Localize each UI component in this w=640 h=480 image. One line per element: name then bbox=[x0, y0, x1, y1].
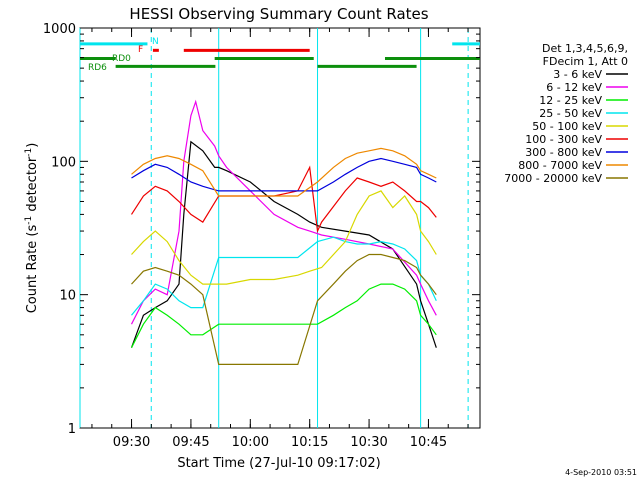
x-tick-label-5: 10:45 bbox=[410, 435, 447, 450]
legend: Det 1,3,4,5,6,9,FDecim 1, Att 03 - 6 keV… bbox=[504, 42, 628, 185]
legend-label-5: 100 - 300 keV bbox=[525, 133, 602, 146]
y-tick-label-0: 1 bbox=[68, 422, 76, 437]
vertical-markers bbox=[79, 28, 469, 428]
x-tick-label-2: 10:00 bbox=[232, 435, 269, 450]
series-line-0 bbox=[130, 140, 437, 348]
x-tick-label-1: 09:45 bbox=[172, 435, 209, 450]
flag-label-f: F bbox=[138, 45, 143, 55]
series-line-8 bbox=[131, 253, 437, 365]
x-tick-label-0: 09:30 bbox=[113, 435, 150, 450]
series-line-2 bbox=[130, 283, 437, 348]
axes: 1 10 100 1000 09:30 09:45 10:00 10:15 10:30 10:45 bbox=[43, 22, 480, 450]
legend-label-6: 300 - 800 keV bbox=[525, 146, 602, 159]
legend-label-2: 12 - 25 keV bbox=[539, 94, 602, 107]
legend-label-0: 3 - 6 keV bbox=[553, 68, 602, 81]
flag-label-rd6: RD6 bbox=[88, 63, 107, 73]
legend-label-3: 25 - 50 keV bbox=[539, 107, 602, 120]
y-tick-label-1: 10 bbox=[59, 289, 76, 304]
series-line-5 bbox=[130, 165, 437, 234]
series-line-7 bbox=[131, 147, 437, 197]
legend-label-8: 7000 - 20000 keV bbox=[504, 172, 602, 185]
y-tick-label-3: 1000 bbox=[43, 22, 76, 37]
legend-label-7: 800 - 7000 keV bbox=[518, 159, 602, 172]
y-axis-label: Count Rate (s-1 detector-1) bbox=[24, 143, 40, 314]
legend-label-1: 6 - 12 keV bbox=[546, 81, 602, 94]
x-axis-label: Start Time (27-Jul-10 09:17:02) bbox=[177, 456, 380, 471]
x-tick-label-4: 10:30 bbox=[350, 435, 387, 450]
legend-header-0: Det 1,3,4,5,6,9, bbox=[542, 42, 628, 55]
series-line-3 bbox=[131, 236, 437, 316]
x-tick-label-3: 10:15 bbox=[291, 435, 328, 450]
legend-header-1: FDecim 1, Att 0 bbox=[543, 55, 628, 68]
flag-label-rd0: RD0 bbox=[112, 54, 131, 64]
chart-title: HESSI Observing Summary Count Rates bbox=[129, 5, 428, 23]
flag-label-n: N bbox=[152, 37, 159, 47]
legend-label-4: 50 - 100 keV bbox=[532, 120, 602, 133]
y-tick-label-2: 100 bbox=[51, 155, 76, 170]
status-flags bbox=[80, 42, 480, 68]
series-line-4 bbox=[131, 190, 437, 285]
series-lines bbox=[130, 99, 437, 365]
flag-labels: NF RD0 RD6 bbox=[88, 37, 159, 73]
series-line-6 bbox=[131, 157, 437, 192]
series-line-1 bbox=[130, 99, 437, 325]
timestamp: 4-Sep-2010 03:51 bbox=[565, 468, 637, 477]
